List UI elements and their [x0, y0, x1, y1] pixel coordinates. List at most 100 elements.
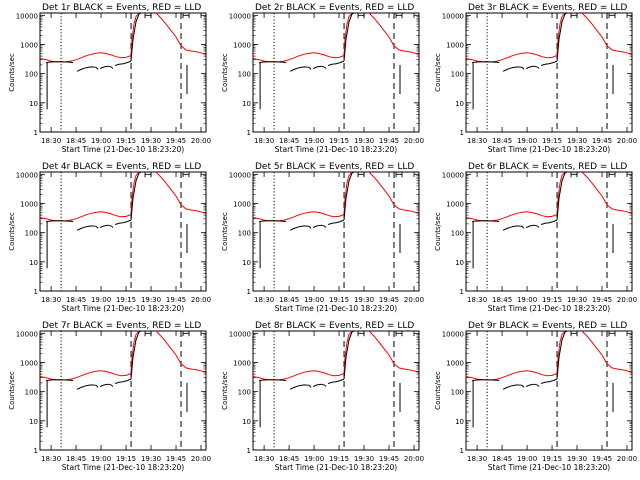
- events-series-line: [525, 65, 540, 69]
- chart-panel: Det 8r BLACK = Events, RED = LLD 1 10 100 10…: [221, 321, 424, 472]
- events-series-line: [540, 219, 558, 225]
- y-tick-label: 10000: [442, 171, 464, 179]
- x-tick-label: 18:45: [492, 296, 512, 304]
- chart-title: Det 1r BLACK = Events, RED = LLD: [42, 3, 201, 13]
- chart-title: Det 2r BLACK = Events, RED = LLD: [255, 3, 414, 13]
- y-tick-label: 1: [247, 288, 251, 296]
- plot-frame: [252, 12, 420, 133]
- events-series-line: [99, 65, 114, 69]
- x-axis-label: Start Time (21-Dec-10 18:23:20): [62, 145, 184, 154]
- y-axis-label: Counts/sec: [8, 212, 16, 251]
- y-axis-label: Counts/sec: [221, 212, 229, 251]
- chart-panel: Det 4r BLACK = Events, RED = LLD 1 10 100 10…: [8, 162, 211, 313]
- x-tick-label: 19:15: [116, 455, 136, 463]
- y-tick-label: 10000: [229, 171, 251, 179]
- x-tick-label: 18:30: [254, 296, 274, 304]
- y-tick-label: 1: [247, 129, 251, 137]
- events-series-line: [114, 219, 132, 225]
- x-tick-label: 18:30: [254, 455, 274, 463]
- events-series-line: [289, 225, 312, 231]
- events-series-line: [327, 60, 345, 66]
- events-series-line: [259, 61, 287, 64]
- events-series-line: [289, 66, 312, 72]
- x-tick-label: 19:45: [166, 296, 186, 304]
- events-series-line: [130, 13, 143, 62]
- x-tick-label: 19:30: [141, 455, 161, 463]
- y-axis-label: Counts/sec: [434, 53, 442, 92]
- events-series-line: [76, 66, 99, 72]
- events-series-line: [99, 383, 114, 387]
- y-tick-label: 100: [451, 230, 464, 238]
- x-tick-label: 18:30: [41, 137, 61, 145]
- x-tick-label: 19:45: [379, 137, 399, 145]
- x-axis-label: Start Time (21-Dec-10 18:23:20): [275, 304, 397, 313]
- y-axis-label: Counts/sec: [434, 371, 442, 410]
- y-tick-label: 1: [460, 129, 464, 137]
- chart-panel: Det 2r BLACK = Events, RED = LLD 1 10 100 10…: [221, 3, 424, 154]
- y-tick-label: 10000: [16, 330, 38, 338]
- events-series-line: [130, 172, 143, 221]
- x-tick-label: 19:15: [542, 455, 562, 463]
- x-tick-label: 19:00: [517, 137, 537, 145]
- events-series-line: [556, 172, 569, 221]
- y-tick-label: 100: [238, 71, 251, 79]
- chart-panel: Det 3r BLACK = Events, RED = LLD 1 10 100 10…: [434, 3, 637, 154]
- y-tick-label: 10: [29, 259, 38, 267]
- y-tick-label: 1000: [233, 359, 251, 367]
- x-tick-label: 19:30: [354, 455, 374, 463]
- lld-series-line: [253, 331, 419, 381]
- events-series-line: [343, 13, 356, 62]
- y-tick-label: 1: [247, 447, 251, 455]
- y-tick-label: 1000: [446, 200, 464, 208]
- events-series-line: [99, 224, 114, 228]
- events-series-line: [525, 383, 540, 387]
- y-tick-label: 10: [29, 100, 38, 108]
- lld-series-line: [466, 172, 632, 222]
- events-series-line: [502, 66, 525, 72]
- events-series-line: [556, 331, 569, 380]
- y-tick-label: 10000: [229, 12, 251, 20]
- annotation-marker: [144, 331, 152, 337]
- events-series-line: [540, 378, 558, 384]
- events-series-line: [556, 13, 569, 62]
- y-tick-label: 10000: [442, 330, 464, 338]
- y-tick-label: 10: [29, 418, 38, 426]
- lld-series-line: [40, 331, 206, 381]
- y-tick-label: 1: [34, 129, 38, 137]
- events-series-line: [114, 378, 132, 384]
- annotation-marker: [144, 172, 152, 178]
- annotation-marker: [608, 331, 616, 337]
- annotation-marker: [608, 13, 616, 19]
- y-tick-label: 1000: [446, 41, 464, 49]
- x-tick-label: 19:00: [304, 455, 324, 463]
- annotation-marker: [182, 331, 190, 337]
- plot-frame: [39, 12, 207, 133]
- plot-frame: [252, 330, 420, 451]
- plot-area: [253, 13, 419, 110]
- events-series-line: [46, 220, 74, 223]
- x-axis-label: Start Time (21-Dec-10 18:23:20): [62, 463, 184, 472]
- x-tick-label: 20:00: [191, 296, 211, 304]
- annotation-marker: [357, 13, 365, 19]
- y-tick-label: 100: [238, 389, 251, 397]
- x-tick-label: 18:30: [467, 296, 487, 304]
- plot-frame: [39, 171, 207, 292]
- events-series-line: [312, 65, 327, 69]
- plot-area: [466, 13, 632, 110]
- x-tick-label: 19:30: [567, 455, 587, 463]
- annotation-marker: [395, 331, 403, 337]
- events-series-line: [130, 331, 143, 380]
- x-tick-label: 18:30: [467, 455, 487, 463]
- plot-area: [40, 172, 206, 269]
- events-series-line: [327, 219, 345, 225]
- x-tick-label: 19:15: [542, 137, 562, 145]
- chart-title: Det 3r BLACK = Events, RED = LLD: [468, 3, 627, 13]
- x-tick-label: 19:15: [116, 296, 136, 304]
- x-tick-label: 18:45: [66, 137, 86, 145]
- events-series-line: [343, 172, 356, 221]
- y-tick-label: 100: [25, 71, 38, 79]
- y-tick-label: 1: [34, 447, 38, 455]
- x-tick-label: 19:30: [567, 296, 587, 304]
- x-tick-label: 19:45: [379, 455, 399, 463]
- lld-series-line: [40, 172, 206, 222]
